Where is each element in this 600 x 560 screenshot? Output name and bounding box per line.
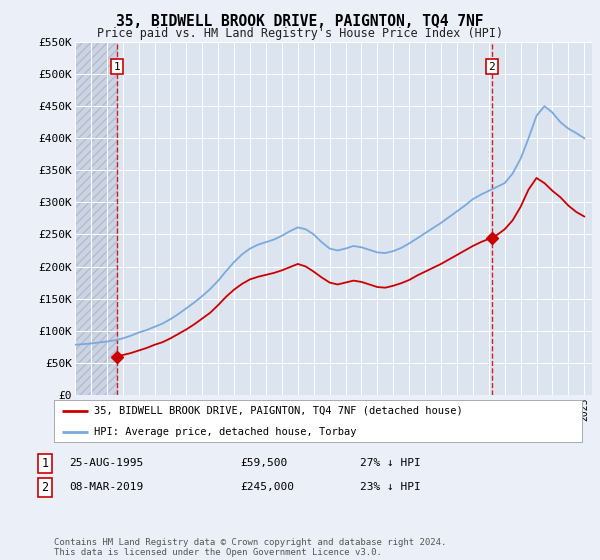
Text: Contains HM Land Registry data © Crown copyright and database right 2024.
This d: Contains HM Land Registry data © Crown c… — [54, 538, 446, 557]
Text: 25-AUG-1995: 25-AUG-1995 — [69, 458, 143, 468]
Bar — [75, 42, 117, 395]
Text: £245,000: £245,000 — [240, 482, 294, 492]
Text: £59,500: £59,500 — [240, 458, 287, 468]
Text: 2: 2 — [41, 480, 49, 494]
Text: HPI: Average price, detached house, Torbay: HPI: Average price, detached house, Torb… — [94, 427, 356, 437]
Text: 23% ↓ HPI: 23% ↓ HPI — [360, 482, 421, 492]
Text: 35, BIDWELL BROOK DRIVE, PAIGNTON, TQ4 7NF (detached house): 35, BIDWELL BROOK DRIVE, PAIGNTON, TQ4 7… — [94, 406, 463, 416]
Text: 08-MAR-2019: 08-MAR-2019 — [69, 482, 143, 492]
Text: Price paid vs. HM Land Registry's House Price Index (HPI): Price paid vs. HM Land Registry's House … — [97, 27, 503, 40]
Text: 2: 2 — [488, 62, 495, 72]
Text: 1: 1 — [41, 456, 49, 470]
Text: 35, BIDWELL BROOK DRIVE, PAIGNTON, TQ4 7NF: 35, BIDWELL BROOK DRIVE, PAIGNTON, TQ4 7… — [116, 14, 484, 29]
Text: 1: 1 — [114, 62, 121, 72]
Text: 27% ↓ HPI: 27% ↓ HPI — [360, 458, 421, 468]
